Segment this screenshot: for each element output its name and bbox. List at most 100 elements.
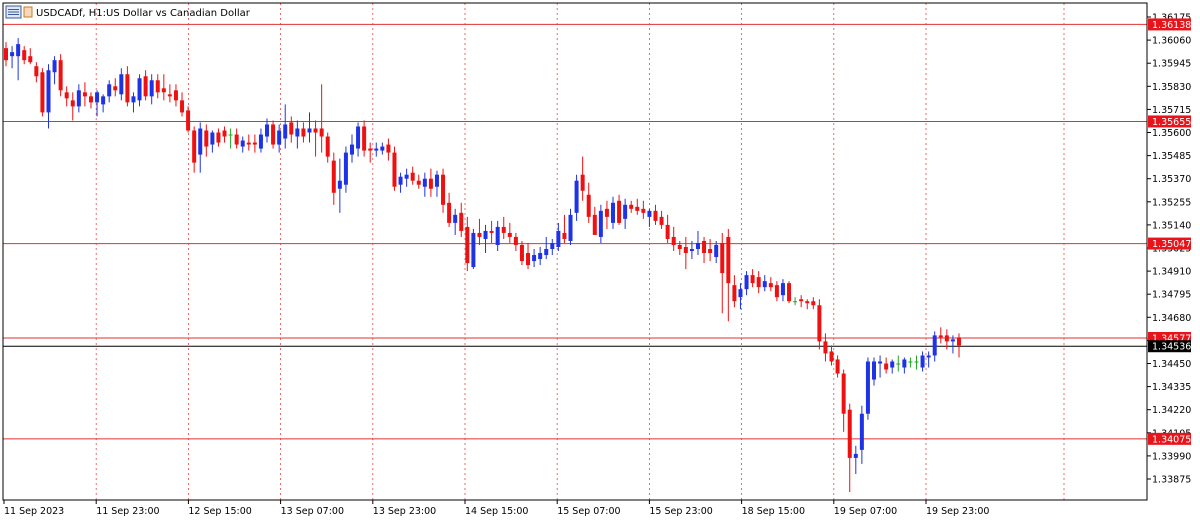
candle-body	[872, 361, 877, 380]
horizontal-levels	[3, 23, 1147, 440]
bearish-candle	[732, 275, 737, 308]
candle-body	[64, 92, 69, 99]
candle-body	[58, 60, 63, 91]
bearish-candle	[720, 232, 725, 314]
candle-body	[932, 335, 937, 356]
bullish-candle	[10, 46, 15, 69]
candle-body	[659, 216, 664, 225]
candle-body	[550, 242, 555, 250]
bearish-candle	[847, 403, 852, 493]
bullish-candle	[101, 94, 106, 113]
candle-body	[823, 341, 828, 354]
bearish-candle	[313, 120, 318, 157]
candle-body	[149, 80, 154, 97]
candle-body	[714, 244, 719, 258]
bullish-candle	[950, 335, 955, 354]
price-tags: 1.36138 1.35655 1.35047 1.34577 1.34075 1.345…	[1148, 18, 1191, 445]
candle-body	[556, 230, 561, 247]
candle-body	[683, 246, 688, 254]
candle-body	[617, 200, 622, 223]
bullish-candle	[859, 405, 864, 464]
candle-body	[774, 285, 779, 298]
candle-body	[677, 244, 682, 250]
symbol-description: US Dollar vs Canadian Dollar	[106, 8, 251, 19]
bearish-candle	[222, 126, 227, 143]
candle-body	[228, 134, 233, 136]
bullish-candle	[380, 142, 385, 155]
level-price-tag: 1.34075	[1152, 434, 1191, 445]
candle-body	[884, 363, 889, 370]
bullish-candle	[404, 168, 409, 187]
y-tick-label: 1.34680	[1152, 313, 1191, 324]
y-tick-label: 1.34450	[1152, 359, 1191, 370]
indicator-toggle-icon[interactable]	[23, 6, 33, 18]
bearish-candle	[416, 174, 421, 189]
bullish-candle	[137, 74, 142, 107]
candle-body	[40, 72, 45, 113]
bearish-candle	[392, 146, 397, 191]
candle-body	[689, 249, 694, 252]
y-tick-label: 1.34335	[1152, 382, 1191, 393]
candle-body	[398, 176, 403, 185]
bearish-candle	[410, 166, 415, 185]
y-tick-label: 1.34910	[1152, 267, 1191, 278]
bullish-candle	[872, 357, 877, 386]
candle-body	[295, 128, 300, 137]
level-price-tag-bg	[1148, 237, 1191, 250]
candle-body	[920, 355, 925, 368]
bullish-candle	[240, 136, 245, 153]
bullish-candle	[46, 64, 51, 129]
bearish-candle	[40, 68, 45, 117]
bearish-candle	[252, 134, 257, 153]
y-tick-label: 1.35945	[1152, 59, 1191, 70]
level-price-tag: 1.35655	[1152, 117, 1191, 128]
candle-body	[404, 174, 409, 179]
bearish-candle	[774, 281, 779, 302]
bullish-candle	[16, 38, 21, 81]
bullish-candle	[689, 240, 694, 260]
bullish-candle	[277, 124, 282, 153]
bearish-candle	[617, 194, 622, 225]
candle-body	[489, 230, 494, 233]
candle-body	[234, 134, 239, 145]
bullish-candle	[283, 104, 288, 149]
candle-body	[926, 355, 931, 358]
bullish-candle	[495, 220, 500, 252]
bearish-candle	[113, 78, 118, 97]
bearish-candle	[635, 198, 640, 215]
candle-body	[76, 90, 81, 107]
bearish-candle	[489, 220, 494, 243]
candle-body	[501, 226, 506, 233]
bearish-candle	[944, 329, 949, 350]
bullish-candle	[544, 236, 549, 260]
bullish-candle	[714, 240, 719, 264]
y-tick-label: 1.34795	[1152, 290, 1191, 301]
bearish-candle	[362, 120, 367, 157]
candle-body	[702, 240, 707, 254]
time-axis[interactable]: 11 Sep 2023 11 Sep 23:00 12 Sep 15:00 13 Se…	[3, 500, 989, 517]
bullish-candle	[453, 208, 458, 235]
x-tick-label: 15 Sep 23:00	[649, 506, 712, 517]
bearish-candle	[768, 277, 773, 292]
candle-body	[544, 249, 549, 256]
bullish-candle	[926, 351, 931, 368]
bearish-candle	[173, 84, 178, 107]
candle-body	[611, 202, 615, 223]
bullish-candle	[337, 158, 342, 213]
candle-body	[22, 50, 27, 61]
candle-body	[507, 232, 512, 237]
candle-body	[222, 130, 227, 137]
candle-body	[271, 124, 276, 145]
chart-window-menu-icon[interactable]	[5, 5, 22, 19]
bullish-candle	[865, 357, 870, 420]
candle-body	[374, 148, 379, 151]
x-tick-label: 19 Sep 07:00	[834, 506, 897, 517]
bearish-candle	[604, 200, 609, 229]
bearish-candle	[526, 242, 531, 270]
candle-body	[944, 335, 949, 342]
bullish-candle	[695, 230, 700, 256]
bullish-candle	[550, 238, 555, 256]
bearish-candle	[835, 355, 840, 378]
